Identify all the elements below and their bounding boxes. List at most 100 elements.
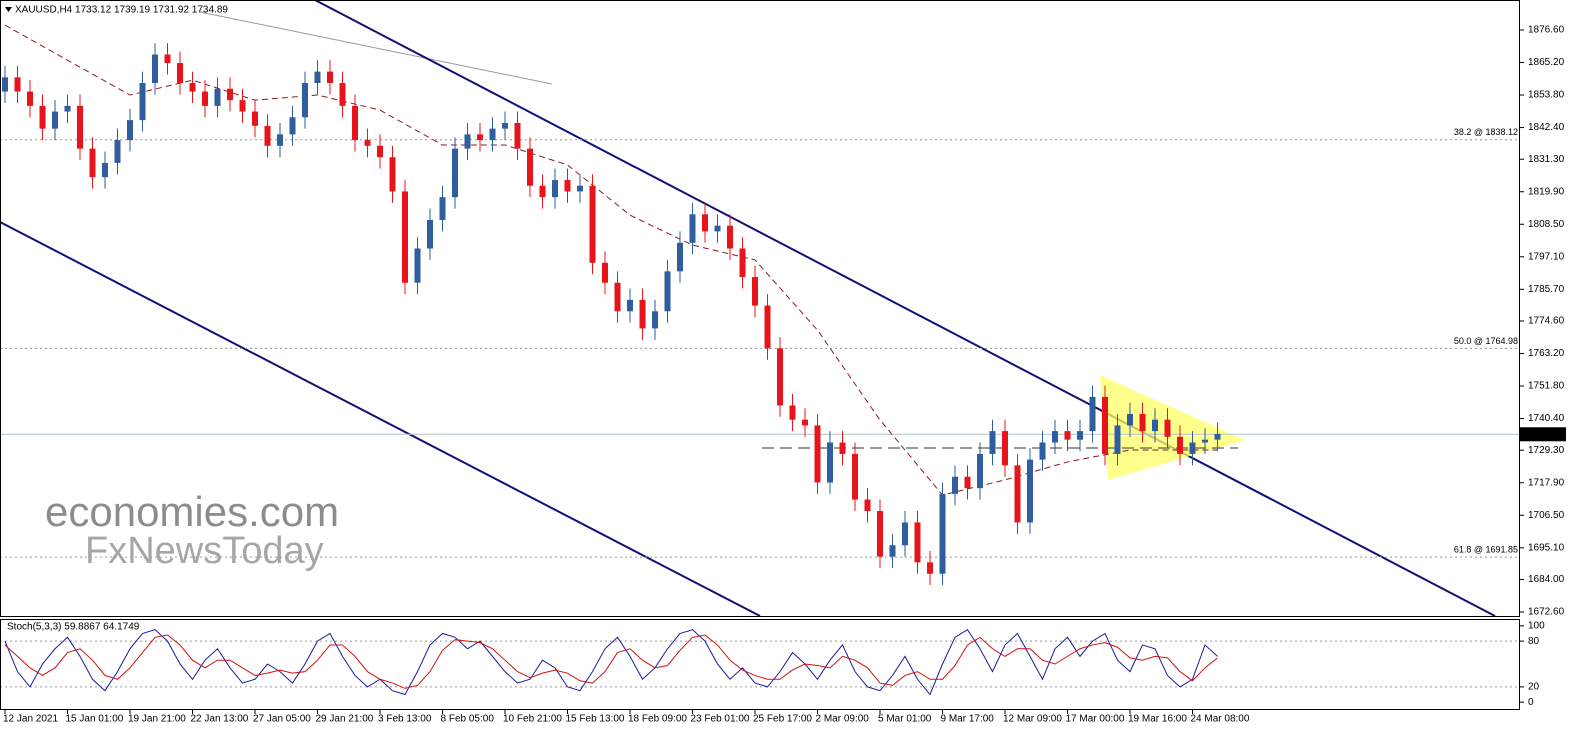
candle-body	[989, 431, 996, 454]
candle-body	[789, 405, 796, 420]
candle-body	[152, 54, 158, 84]
candle-body	[739, 248, 746, 278]
x-tick-label: 19 Mar 16:00	[1128, 714, 1187, 725]
candle-body	[902, 522, 908, 546]
x-tick-label: 5 Mar 01:00	[878, 714, 932, 725]
y-tick-label: 1797.10	[1528, 251, 1565, 262]
candle-body	[577, 185, 583, 192]
candle-body	[502, 122, 508, 129]
candle-body	[1014, 465, 1021, 523]
x-tick-label: 19 Jan 21:00	[128, 714, 186, 725]
y-tick-label: 1831.30	[1528, 154, 1565, 165]
candle-body	[964, 476, 971, 489]
candle-body	[727, 225, 733, 249]
last-price-box	[1520, 427, 1566, 442]
x-tick-label: 10 Feb 21:00	[503, 714, 562, 725]
candle-body	[127, 120, 133, 141]
x-tick-label: 12 Mar 09:00	[1003, 714, 1062, 725]
candle-body	[877, 511, 883, 557]
x-tick-label: 27 Jan 05:00	[253, 714, 311, 725]
candle-body	[527, 148, 533, 186]
candle-body	[102, 162, 108, 178]
x-tick-label: 2 Mar 09:00	[816, 714, 870, 725]
y-tick-label: 1819.90	[1528, 186, 1565, 197]
y-tick-label: 1740.40	[1528, 413, 1565, 424]
main-frame	[0, 0, 1520, 617]
triangle-pattern	[1100, 375, 1245, 480]
candle-body	[1152, 419, 1158, 432]
candle-body	[177, 63, 183, 84]
candle-body	[1102, 396, 1108, 454]
candle-body	[227, 88, 233, 101]
candle-body	[2, 77, 8, 92]
y-tick-label: 1751.80	[1528, 381, 1565, 392]
candle-body	[677, 242, 683, 272]
plot: 1876.60 1865.20 1853.80 1842.40 1831.30 1819.…	[0, 25, 1566, 725]
candle-body	[164, 54, 171, 64]
candle-body	[264, 125, 271, 146]
candle-body	[489, 128, 496, 141]
candle-body	[614, 282, 621, 312]
candle-body	[402, 191, 408, 283]
x-tick-label: 23 Feb 01:00	[691, 714, 750, 725]
watermark: economies.com	[45, 488, 339, 535]
candle-body	[77, 105, 83, 149]
y-tick-label: 1808.50	[1528, 219, 1565, 230]
x-tick-label: 29 Jan 21:00	[316, 714, 374, 725]
candle-body	[1089, 396, 1096, 432]
candle-body	[377, 145, 383, 158]
candle-body	[452, 148, 458, 198]
x-tick-label: 24 Mar 08:00	[1191, 714, 1250, 725]
candle-body	[364, 140, 371, 146]
candle-body	[1127, 413, 1133, 426]
candle-body	[702, 214, 708, 232]
x-tick-label: 9 Mar 17:00	[941, 714, 995, 725]
candle-body	[189, 83, 196, 92]
candle-body	[752, 277, 758, 306]
candle-body	[202, 91, 208, 106]
candle-body	[1077, 431, 1083, 440]
candle-body	[464, 134, 471, 149]
y-tick-label: 1865.20	[1528, 57, 1565, 68]
candle-body	[627, 299, 633, 312]
candle-body	[689, 214, 696, 243]
candle-body	[327, 71, 333, 84]
candle-body	[1039, 442, 1046, 460]
candle-body	[239, 100, 246, 112]
x-tick-label: 15 Jan 01:00	[66, 714, 124, 725]
x-tick-label: 8 Feb 05:00	[441, 714, 495, 725]
candle-body	[1052, 431, 1058, 443]
y-tick-label: 1774.60	[1528, 316, 1565, 327]
candle-body	[939, 493, 946, 574]
candle-body	[352, 105, 358, 141]
y-tick-label: 1876.60	[1528, 25, 1565, 36]
chart-title: XAUUSD,H4 1733.12 1739.19 1731.92 1734.8…	[15, 5, 228, 16]
candle-body	[652, 311, 658, 329]
y-tick-label: 1785.70	[1528, 284, 1565, 295]
stoch-title: Stoch(5,3,3) 59.8867 64.1749	[7, 622, 140, 633]
candle-body	[514, 122, 521, 149]
y-tick-label: 1717.90	[1528, 477, 1565, 488]
candle-body	[1139, 413, 1146, 432]
candle-body	[952, 476, 958, 494]
candle-body	[89, 148, 96, 178]
last-price-label: 1734.89	[1526, 429, 1563, 440]
y-tick-label: 1695.10	[1528, 542, 1565, 553]
y-tick-label: 80	[1528, 636, 1540, 647]
candle-body	[1164, 419, 1171, 437]
candle-body	[1202, 439, 1208, 443]
channel-upper	[314, 0, 1496, 617]
candle-body	[314, 71, 321, 84]
candle-body	[114, 140, 121, 163]
x-tick-label: 15 Feb 13:00	[566, 714, 625, 725]
x-tick-label: 22 Jan 13:00	[191, 714, 249, 725]
moving-average	[4, 24, 1218, 496]
candle-body	[552, 180, 558, 198]
candle-body	[289, 117, 296, 135]
x-tick-label: 3 Feb 13:00	[378, 714, 432, 725]
candle-body	[814, 425, 821, 483]
trend-line	[199, 11, 553, 85]
stoch-frame	[0, 619, 1520, 710]
